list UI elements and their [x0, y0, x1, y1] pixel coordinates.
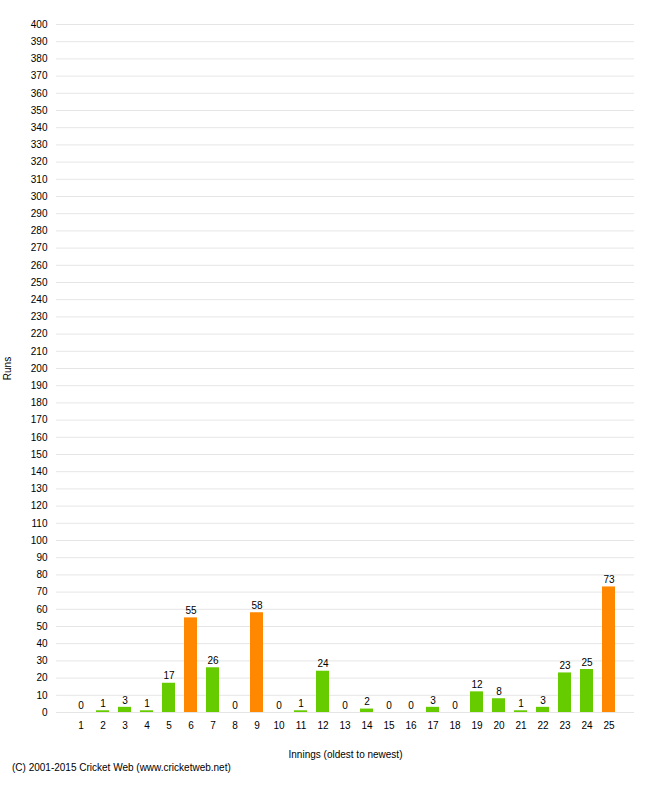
- svg-text:2: 2: [364, 696, 370, 707]
- svg-text:310: 310: [31, 174, 48, 185]
- svg-text:230: 230: [31, 311, 48, 322]
- svg-text:0: 0: [386, 700, 392, 711]
- svg-text:240: 240: [31, 294, 48, 305]
- svg-text:290: 290: [31, 208, 48, 219]
- svg-text:150: 150: [31, 449, 48, 460]
- svg-text:10: 10: [36, 690, 48, 701]
- svg-text:22: 22: [537, 720, 549, 731]
- svg-text:340: 340: [31, 122, 48, 133]
- svg-text:160: 160: [31, 432, 48, 443]
- svg-text:Innings (oldest to newest): Innings (oldest to newest): [289, 749, 403, 760]
- svg-text:190: 190: [31, 380, 48, 391]
- svg-text:3: 3: [540, 695, 546, 706]
- svg-text:58: 58: [251, 600, 263, 611]
- svg-text:320: 320: [31, 156, 48, 167]
- svg-text:12: 12: [317, 720, 329, 731]
- svg-text:260: 260: [31, 260, 48, 271]
- svg-text:2: 2: [100, 720, 106, 731]
- svg-text:330: 330: [31, 139, 48, 150]
- svg-text:120: 120: [31, 500, 48, 511]
- svg-text:1: 1: [298, 698, 304, 709]
- svg-text:1: 1: [144, 698, 150, 709]
- svg-text:13: 13: [339, 720, 351, 731]
- svg-text:360: 360: [31, 88, 48, 99]
- svg-text:180: 180: [31, 397, 48, 408]
- svg-text:250: 250: [31, 277, 48, 288]
- svg-text:3: 3: [430, 695, 436, 706]
- svg-text:Runs: Runs: [2, 357, 13, 380]
- svg-text:16: 16: [405, 720, 417, 731]
- svg-text:30: 30: [36, 655, 48, 666]
- svg-text:4: 4: [144, 720, 150, 731]
- svg-text:73: 73: [603, 574, 615, 585]
- svg-text:380: 380: [31, 53, 48, 64]
- svg-text:300: 300: [31, 191, 48, 202]
- svg-text:90: 90: [36, 552, 48, 563]
- svg-text:3: 3: [122, 695, 128, 706]
- svg-text:15: 15: [383, 720, 395, 731]
- svg-text:14: 14: [361, 720, 373, 731]
- svg-text:18: 18: [449, 720, 461, 731]
- svg-text:0: 0: [276, 700, 282, 711]
- svg-text:60: 60: [36, 604, 48, 615]
- svg-text:80: 80: [36, 569, 48, 580]
- svg-text:350: 350: [31, 105, 48, 116]
- svg-text:210: 210: [31, 346, 48, 357]
- svg-text:23: 23: [559, 720, 571, 731]
- svg-text:110: 110: [32, 518, 48, 529]
- svg-text:24: 24: [317, 658, 329, 669]
- svg-text:390: 390: [31, 36, 48, 47]
- svg-text:5: 5: [166, 720, 172, 731]
- svg-text:10: 10: [273, 720, 285, 731]
- svg-text:130: 130: [31, 483, 48, 494]
- svg-text:19: 19: [471, 720, 483, 731]
- svg-text:50: 50: [36, 621, 48, 632]
- svg-text:20: 20: [493, 720, 505, 731]
- svg-text:6: 6: [188, 720, 194, 731]
- svg-text:12: 12: [471, 679, 483, 690]
- svg-text:26: 26: [207, 655, 219, 666]
- svg-text:17: 17: [427, 720, 439, 731]
- svg-text:170: 170: [31, 414, 48, 425]
- svg-text:70: 70: [36, 586, 48, 597]
- svg-text:400: 400: [31, 19, 48, 30]
- svg-text:55: 55: [185, 605, 197, 616]
- html-text:(C) 2001-2015 Cricket Web (www: (C) 2001-2015 Cricket Web (www.cricketwe…: [12, 762, 231, 773]
- svg-text:8: 8: [496, 686, 502, 697]
- svg-text:0: 0: [342, 700, 348, 711]
- svg-text:200: 200: [31, 363, 48, 374]
- svg-text:7: 7: [210, 720, 216, 731]
- svg-text:24: 24: [581, 720, 593, 731]
- svg-text:0: 0: [78, 700, 84, 711]
- svg-text:3: 3: [122, 720, 128, 731]
- svg-text:1: 1: [78, 720, 84, 731]
- svg-text:25: 25: [581, 657, 593, 668]
- svg-text:20: 20: [36, 672, 48, 683]
- svg-text:11: 11: [296, 720, 307, 731]
- svg-text:17: 17: [163, 670, 175, 681]
- svg-text:0: 0: [42, 707, 48, 718]
- svg-text:1: 1: [518, 698, 524, 709]
- svg-text:370: 370: [31, 70, 48, 81]
- svg-text:0: 0: [452, 700, 458, 711]
- svg-text:270: 270: [31, 242, 48, 253]
- svg-text:9: 9: [254, 720, 260, 731]
- svg-text:21: 21: [515, 720, 527, 731]
- svg-text:0: 0: [232, 700, 238, 711]
- svg-text:1: 1: [100, 698, 106, 709]
- svg-text:220: 220: [31, 328, 48, 339]
- svg-text:100: 100: [31, 535, 48, 546]
- svg-text:280: 280: [31, 225, 48, 236]
- svg-text:25: 25: [603, 720, 615, 731]
- svg-text:0: 0: [408, 700, 414, 711]
- svg-text:40: 40: [36, 638, 48, 649]
- svg-text:8: 8: [232, 720, 238, 731]
- svg-text:140: 140: [31, 466, 48, 477]
- svg-text:23: 23: [559, 660, 571, 671]
